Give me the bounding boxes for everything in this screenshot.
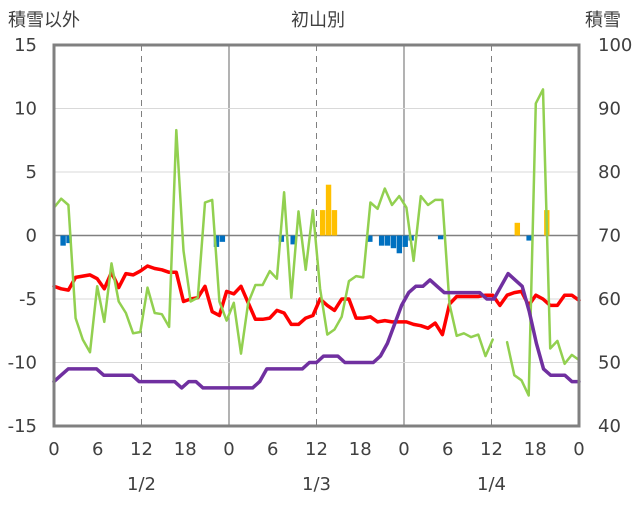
- wind-line: [52, 88, 581, 397]
- right-tick-label: 70: [598, 226, 621, 247]
- x-tick-label: 6: [267, 439, 278, 460]
- x-tick-label: 12: [480, 439, 503, 460]
- snowfall-bar: [396, 235, 403, 254]
- date-label: 1/4: [477, 474, 506, 495]
- snowfall-bar: [384, 235, 391, 246]
- x-tick-label: 0: [573, 439, 584, 460]
- plot-frame: [52, 43, 581, 428]
- series-lines: [52, 88, 581, 397]
- x-tick-label: 0: [398, 439, 409, 460]
- snowfall-bar: [526, 235, 532, 241]
- right-tick-label: 80: [598, 162, 621, 183]
- right-tick-label: 90: [598, 99, 621, 120]
- left-tick-label: 10: [14, 99, 37, 120]
- x-tick-label: 6: [92, 439, 103, 460]
- x-tick-label: 6: [442, 439, 453, 460]
- left-tick-label: -5: [19, 289, 37, 310]
- snowfall-bar: [219, 235, 226, 242]
- right-tick-label: 100: [598, 35, 632, 56]
- x-tick-label: 0: [223, 439, 234, 460]
- snowfall-bar: [514, 222, 521, 236]
- grid-lines: [54, 45, 579, 426]
- snowfall-bar: [390, 235, 397, 249]
- right-tick-label: 60: [598, 289, 621, 310]
- date-label: 1/2: [127, 474, 156, 495]
- snowfall-bar: [66, 235, 72, 244]
- snowfall-bar: [437, 235, 444, 240]
- left-tick-label: -10: [8, 353, 37, 374]
- snowfall-bar: [402, 235, 408, 247]
- x-tick-label: 12: [130, 439, 153, 460]
- snowfall-bars: [60, 184, 550, 254]
- x-tick-label: 18: [349, 439, 372, 460]
- right-tick-label: 50: [598, 353, 621, 374]
- snowfall-bar: [60, 235, 66, 246]
- snowfall-bar: [213, 235, 220, 247]
- snowfall-bar: [331, 210, 338, 236]
- snowfall-bar: [325, 184, 332, 236]
- x-tick-label: 18: [524, 439, 547, 460]
- left-tick-label: 5: [26, 162, 37, 183]
- x-tick-label: 18: [174, 439, 197, 460]
- x-tick-label: 0: [48, 439, 59, 460]
- left-tick-label: 15: [14, 35, 37, 56]
- left-axis-label: 積雪以外: [8, 10, 80, 31]
- chart-title: 初山別: [291, 10, 345, 31]
- snowfall-bar: [378, 235, 385, 246]
- right-tick-label: 40: [598, 416, 621, 437]
- snowfall-bar: [367, 235, 373, 242]
- snow_depth-line: [52, 271, 581, 390]
- date-label: 1/3: [302, 474, 331, 495]
- x-tick-label: 12: [305, 439, 328, 460]
- left-tick-label: -15: [8, 416, 37, 437]
- snowfall-bar: [319, 210, 326, 236]
- temperature-line: [52, 264, 581, 337]
- right-axis-label: 積雪: [585, 10, 621, 31]
- snowfall-bar: [290, 235, 296, 245]
- left-tick-label: 0: [26, 226, 37, 247]
